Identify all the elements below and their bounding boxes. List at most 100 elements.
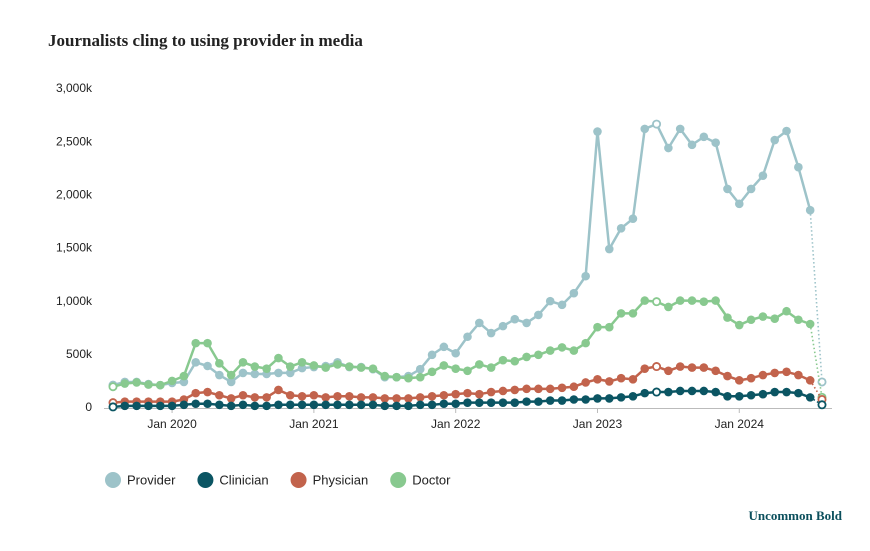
data-point	[392, 401, 401, 411]
data-point	[699, 363, 709, 372]
data-point	[321, 393, 331, 402]
data-point	[734, 320, 744, 330]
data-point	[699, 297, 709, 306]
data-point	[297, 392, 307, 401]
data-point	[144, 401, 153, 411]
data-point	[522, 397, 531, 406]
data-point	[782, 387, 791, 397]
series-line-dotted	[809, 323, 823, 398]
data-point	[309, 400, 319, 410]
data-point	[285, 368, 295, 378]
data-point	[758, 370, 768, 380]
data-point	[605, 244, 614, 254]
data-point	[723, 313, 732, 322]
data-point	[451, 389, 460, 399]
data-point	[652, 119, 662, 129]
x-tick-label: Jan 2021	[289, 417, 339, 431]
data-point	[463, 398, 472, 407]
data-point	[545, 296, 555, 306]
legend-swatch	[197, 472, 214, 488]
legend-label: Clinician	[219, 472, 268, 487]
data-point	[628, 309, 638, 318]
y-tick-label: 500k	[66, 347, 93, 361]
data-point	[534, 350, 543, 360]
data-point	[652, 362, 662, 372]
data-point	[794, 162, 803, 172]
data-point	[262, 364, 271, 373]
data-point	[498, 355, 508, 365]
data-point	[640, 388, 650, 398]
data-point	[782, 367, 791, 377]
data-point	[734, 376, 744, 385]
data-point	[427, 392, 437, 401]
data-point	[309, 361, 319, 370]
data-point	[439, 399, 449, 409]
data-point	[534, 310, 543, 320]
data-point	[664, 143, 673, 153]
data-point	[274, 400, 283, 410]
data-point	[380, 401, 390, 411]
data-point	[392, 394, 401, 403]
data-point	[463, 332, 472, 342]
data-point	[475, 398, 484, 407]
data-point	[687, 140, 697, 150]
legend-swatch	[390, 472, 407, 488]
data-point	[427, 350, 437, 360]
data-point	[805, 205, 815, 215]
data-point	[451, 364, 460, 373]
data-point	[144, 380, 153, 389]
data-point	[545, 396, 555, 405]
data-point	[545, 384, 555, 394]
data-point	[675, 362, 685, 371]
data-point	[557, 300, 567, 310]
data-point	[664, 366, 673, 376]
data-point	[345, 400, 354, 410]
legend-label: Doctor	[412, 472, 451, 487]
data-point	[475, 318, 484, 328]
data-point	[794, 370, 803, 380]
data-point	[191, 388, 201, 398]
data-point	[746, 315, 756, 325]
data-point	[794, 388, 803, 398]
data-point	[770, 314, 780, 323]
data-point	[557, 343, 567, 352]
data-point	[356, 393, 366, 402]
data-point	[333, 360, 342, 369]
data-point	[238, 368, 248, 378]
data-point	[321, 363, 331, 372]
data-point	[333, 400, 342, 410]
data-point	[108, 382, 118, 392]
data-point	[415, 400, 425, 410]
data-point	[356, 363, 366, 372]
brand: Uncommon Bold	[748, 508, 842, 523]
data-point	[297, 357, 307, 367]
data-point	[451, 348, 460, 358]
data-point	[605, 377, 614, 386]
data-point	[309, 390, 319, 400]
data-point	[522, 352, 531, 362]
data-point	[569, 346, 579, 355]
data-point	[711, 387, 720, 397]
y-tick-label: 2,500k	[56, 134, 93, 148]
data-point	[510, 356, 520, 366]
data-point	[758, 312, 768, 321]
data-point	[581, 338, 590, 348]
data-point	[191, 338, 201, 348]
data-point	[675, 386, 685, 396]
data-point	[557, 383, 567, 393]
data-point	[534, 397, 543, 406]
data-point	[628, 374, 638, 384]
data-point	[451, 399, 460, 409]
data-point	[297, 400, 307, 410]
data-point	[486, 398, 496, 407]
data-point	[723, 392, 732, 401]
data-point	[368, 400, 378, 410]
data-point	[226, 370, 236, 380]
data-point	[770, 135, 780, 145]
data-point	[203, 361, 212, 371]
data-point	[593, 127, 602, 136]
data-point	[285, 362, 295, 371]
data-point	[475, 360, 484, 369]
data-point	[616, 223, 626, 233]
